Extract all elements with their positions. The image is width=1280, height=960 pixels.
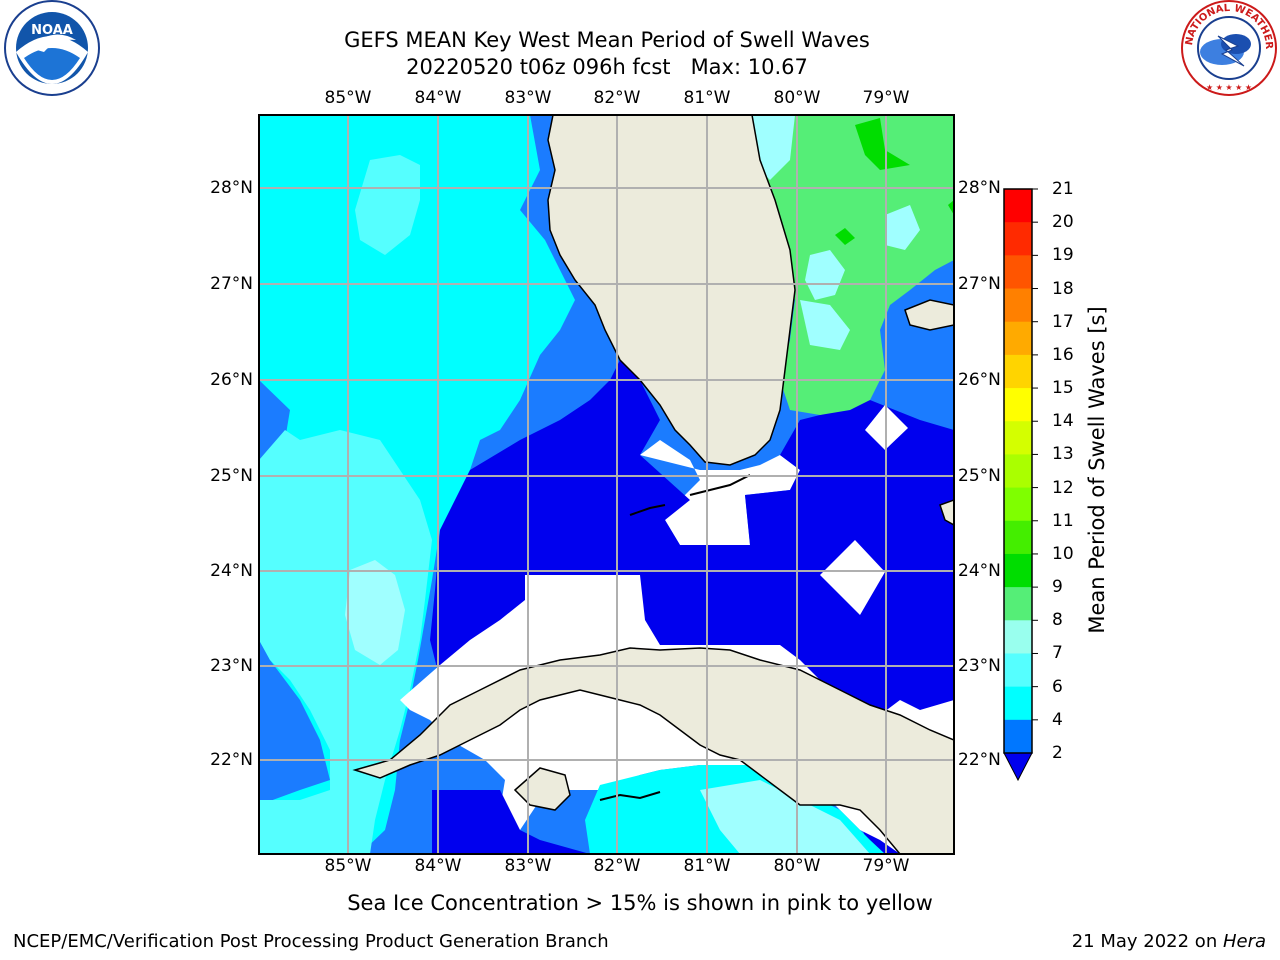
colorbar-tick-label: 17 — [1052, 311, 1074, 332]
colorbar-tick-label: 10 — [1052, 543, 1074, 564]
colorbar-tick-label: 19 — [1052, 245, 1074, 266]
colorbar-tick-label: 13 — [1052, 444, 1074, 465]
colorbar-tick-label: 8 — [1052, 610, 1063, 631]
lat-label-right: 23°N — [958, 656, 1001, 676]
lat-label-right: 27°N — [958, 274, 1001, 294]
colorbar-tick-label: 16 — [1052, 344, 1074, 365]
map-fields — [259, 115, 954, 854]
colorbar-segment — [1004, 620, 1032, 654]
colorbar-segment — [1004, 288, 1032, 323]
colorbar-segment — [1004, 388, 1032, 422]
lat-label-right: 24°N — [958, 561, 1001, 581]
colorbar — [1004, 188, 1038, 754]
sea-ice-note: Sea Ice Concentration > 15% is shown in … — [347, 891, 933, 915]
lat-label-left: 27°N — [210, 274, 253, 294]
colorbar-segment — [1004, 222, 1032, 256]
colorbar-segment — [1004, 421, 1032, 455]
colorbar-frame — [1003, 188, 1033, 754]
ocean-green-field — [752, 115, 954, 415]
colorbar-tick-label: 2 — [1052, 743, 1063, 763]
colorbar-segment — [1004, 553, 1032, 588]
colorbar-segment — [1004, 653, 1032, 688]
lat-label-right: 25°N — [958, 466, 1001, 486]
lat-label-left: 28°N — [210, 178, 253, 198]
lat-label-left: 22°N — [210, 750, 253, 770]
colorbar-tick-label: 18 — [1052, 278, 1074, 299]
map-frame — [258, 114, 955, 855]
lon-label-top: 85°W — [324, 88, 372, 108]
footer-machine: Hera — [1222, 931, 1266, 952]
colorbar-label: Mean Period of Swell Waves [s] — [1085, 306, 1109, 634]
map-gridlines — [259, 115, 954, 854]
colorbar-tick-label: 11 — [1052, 510, 1074, 531]
colorbar-extend-arrow — [1003, 752, 1033, 782]
lon-label-top: 82°W — [593, 88, 641, 108]
lat-label-left: 23°N — [210, 656, 253, 676]
lon-label-top: 79°W — [862, 88, 910, 108]
ocean-lightcyan-field — [259, 430, 432, 854]
colorbar-tick-label: 21 — [1052, 179, 1074, 199]
colorbar-tick-label: 9 — [1052, 577, 1063, 598]
lon-label-bottom: 85°W — [324, 856, 372, 876]
colorbar-segment — [1004, 520, 1032, 555]
lat-label-left: 24°N — [210, 561, 253, 581]
lon-label-top: 83°W — [504, 88, 552, 108]
land-cuba — [352, 647, 954, 854]
lon-label-top: 81°W — [683, 88, 731, 108]
colorbar-tick-label: 20 — [1052, 212, 1074, 233]
colorbar-tick-label: 15 — [1052, 378, 1074, 399]
colorbar-segment — [1004, 487, 1032, 522]
lat-label-left: 25°N — [210, 466, 253, 486]
lon-label-bottom: 79°W — [862, 856, 910, 876]
lat-label-right: 28°N — [958, 178, 1001, 198]
land-florida — [547, 115, 796, 466]
lat-label-right: 22°N — [958, 750, 1001, 770]
colorbar-segment — [1004, 454, 1032, 489]
colorbar-segment — [1004, 255, 1032, 290]
footer-date: 21 May 2022 on — [1071, 931, 1223, 952]
lon-label-bottom: 84°W — [414, 856, 462, 876]
map-title: GEFS MEAN Key West Mean Period of Swell … — [344, 28, 870, 52]
lon-label-bottom: 81°W — [683, 856, 731, 876]
lon-label-bottom: 82°W — [593, 856, 641, 876]
colorbar-segment — [1004, 354, 1032, 389]
land-bahamas — [904, 299, 954, 331]
lat-label-left: 26°N — [210, 370, 253, 390]
map-subtitle: 20220520 t06z 096h fcst Max: 10.67 — [406, 55, 808, 79]
footer-right: 21 May 2022 on Hera — [1072, 931, 1266, 952]
colorbar-tick-label: 4 — [1052, 709, 1063, 730]
colorbar-tick-label: 12 — [1052, 477, 1074, 498]
lat-label-right: 26°N — [958, 370, 1001, 390]
colorbar-segment — [1004, 719, 1032, 754]
colorbar-tick-label: 14 — [1052, 411, 1074, 432]
colorbar-segment — [1004, 587, 1032, 621]
colorbar-tick-label: 7 — [1052, 643, 1063, 664]
lon-label-top: 80°W — [773, 88, 821, 108]
lon-label-bottom: 80°W — [773, 856, 821, 876]
colorbar-tick-label: 6 — [1052, 676, 1063, 697]
colorbar-segment — [1004, 189, 1032, 223]
colorbar-segment — [1004, 321, 1032, 356]
colorbar-segment — [1004, 686, 1032, 721]
lon-label-top: 84°W — [414, 88, 462, 108]
lon-label-bottom: 83°W — [504, 856, 552, 876]
footer-left: NCEP/EMC/Verification Post Processing Pr… — [13, 931, 609, 952]
